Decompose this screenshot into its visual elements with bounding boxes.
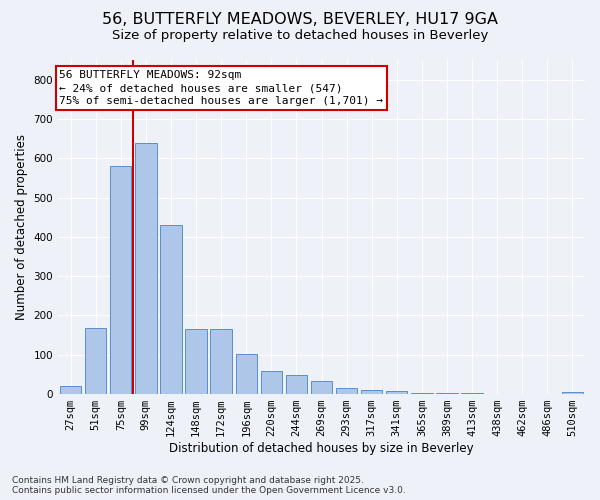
Bar xyxy=(110,166,131,394)
Bar xyxy=(160,225,182,394)
Y-axis label: Number of detached properties: Number of detached properties xyxy=(15,134,28,320)
Bar xyxy=(236,354,257,394)
Bar xyxy=(60,386,81,394)
Bar xyxy=(135,142,157,394)
Bar xyxy=(411,392,433,394)
Bar xyxy=(386,391,407,394)
Bar xyxy=(286,375,307,394)
Bar xyxy=(211,329,232,394)
Bar xyxy=(361,390,382,394)
Bar xyxy=(260,372,282,394)
Text: 56 BUTTERFLY MEADOWS: 92sqm
← 24% of detached houses are smaller (547)
75% of se: 56 BUTTERFLY MEADOWS: 92sqm ← 24% of det… xyxy=(59,70,383,106)
Bar xyxy=(185,329,207,394)
Bar xyxy=(436,392,458,394)
Bar xyxy=(311,381,332,394)
Bar xyxy=(336,388,357,394)
Text: 56, BUTTERFLY MEADOWS, BEVERLEY, HU17 9GA: 56, BUTTERFLY MEADOWS, BEVERLEY, HU17 9G… xyxy=(102,12,498,28)
Text: Contains HM Land Registry data © Crown copyright and database right 2025.
Contai: Contains HM Land Registry data © Crown c… xyxy=(12,476,406,495)
Bar xyxy=(85,328,106,394)
X-axis label: Distribution of detached houses by size in Beverley: Distribution of detached houses by size … xyxy=(169,442,474,455)
Bar xyxy=(562,392,583,394)
Text: Size of property relative to detached houses in Beverley: Size of property relative to detached ho… xyxy=(112,29,488,42)
